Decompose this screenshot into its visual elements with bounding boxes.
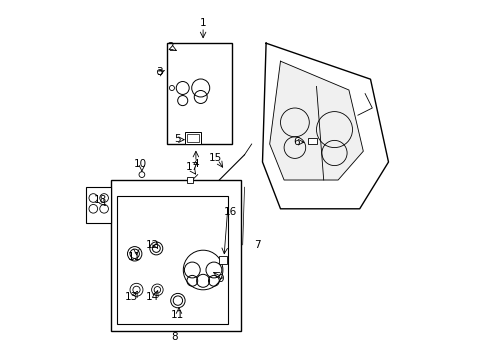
Text: 16: 16 <box>223 207 236 217</box>
Text: 9: 9 <box>217 274 224 284</box>
Text: 7: 7 <box>253 240 260 250</box>
Text: 14: 14 <box>146 292 159 302</box>
Polygon shape <box>269 61 363 180</box>
Polygon shape <box>357 94 371 115</box>
Bar <box>117 196 228 324</box>
Text: 12: 12 <box>146 240 159 250</box>
Text: 18: 18 <box>94 195 107 205</box>
Bar <box>186 134 199 142</box>
Text: 3: 3 <box>156 67 163 77</box>
Bar <box>186 177 193 183</box>
Text: 6: 6 <box>293 137 300 147</box>
Bar <box>167 43 231 144</box>
Text: 11: 11 <box>128 252 141 262</box>
Text: 11: 11 <box>171 310 184 320</box>
Text: 2: 2 <box>167 42 174 52</box>
Bar <box>307 138 316 144</box>
Bar <box>185 132 201 144</box>
Polygon shape <box>262 43 387 209</box>
Text: 10: 10 <box>133 159 146 169</box>
Text: 5: 5 <box>174 134 181 144</box>
Bar <box>219 256 227 264</box>
Text: 13: 13 <box>124 292 138 302</box>
Bar <box>111 180 241 331</box>
Text: 17: 17 <box>185 162 199 172</box>
Text: 4: 4 <box>192 159 199 169</box>
Text: 8: 8 <box>171 332 177 342</box>
Bar <box>86 187 111 223</box>
Text: 15: 15 <box>209 153 222 163</box>
Text: 1: 1 <box>200 18 206 28</box>
